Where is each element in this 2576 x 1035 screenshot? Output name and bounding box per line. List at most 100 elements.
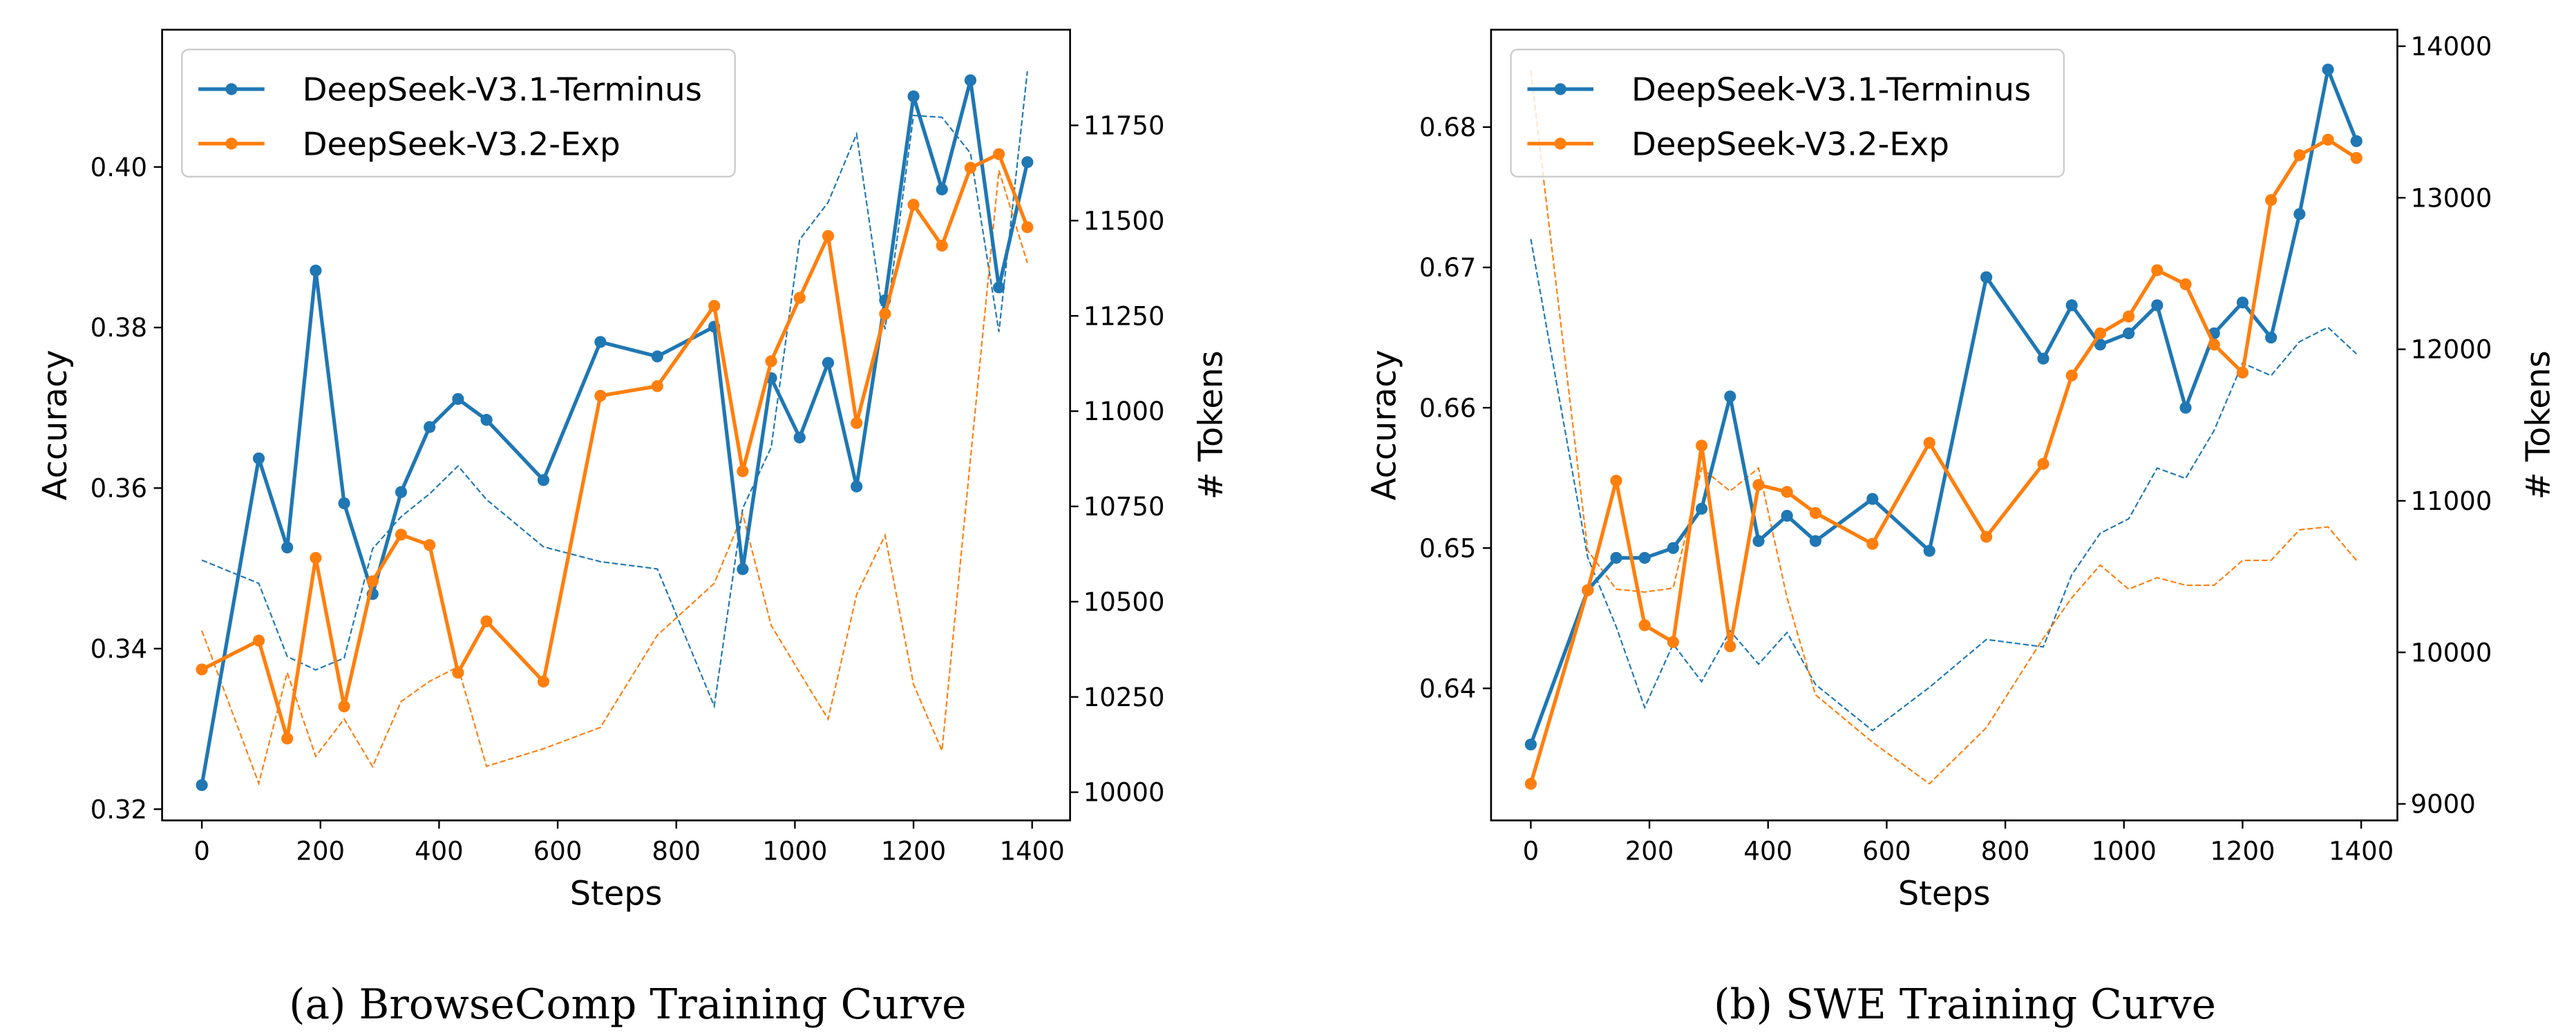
exp-accuracy-point [822,229,835,243]
exp-tokens-line [1530,70,2358,785]
exp-accuracy-point [366,575,379,587]
y2-tick-label: 11000 [2411,486,2492,516]
terminus-accuracy-point [1667,542,1679,554]
terminus-accuracy-point [907,90,920,103]
exp-accuracy-point [2293,149,2306,162]
y-tick-label: 0.36 [91,474,147,504]
y2-tick-label: 10250 [1083,683,1165,712]
x-axis-label: Steps [570,875,663,913]
exp-accuracy-point [480,615,493,627]
y-tick-label: 0.38 [91,313,147,343]
exp-accuracy-point [936,239,948,252]
chart-caption: (a) BrowseComp Training Curve [289,981,966,1029]
x-tick-label: 200 [1625,837,1674,866]
axes-frame [161,28,1071,822]
x-tick-label: 1200 [2210,837,2275,866]
legend-box [181,48,736,178]
exp-accuracy-line [200,152,1030,741]
exp-accuracy-point [1524,777,1537,790]
y-tick-label: 0.67 [1419,253,1476,283]
terminus-accuracy-point [822,357,835,369]
y2-tick-label: 9000 [2411,790,2476,819]
x-tick-label: 0 [193,837,210,866]
legend-box [1510,48,2065,178]
terminus-accuracy-point [594,336,607,348]
y2-tick-label: 11750 [1083,111,1165,141]
y2-axis-label: # Tokens [1192,350,1230,500]
axes-frame [1490,28,2398,822]
terminus-accuracy-point [1980,271,1993,283]
exp-accuracy-point [2208,339,2220,351]
exp-accuracy-point [1610,475,1622,487]
terminus-accuracy-point [424,421,436,433]
y2-tick-label: 10000 [2411,638,2492,667]
terminus-accuracy-point [1610,551,1622,564]
terminus-accuracy-point [651,350,663,363]
x-tick-label: 1400 [2329,837,2394,866]
exp-accuracy-point [196,663,208,676]
exp-accuracy-point [537,675,550,688]
legend-label: DeepSeek-V3.2-Exp [1631,126,1949,163]
terminus-accuracy-point [1809,535,1822,547]
terminus-accuracy-point [281,541,294,553]
exp-accuracy-point [1021,221,1034,234]
terminus-accuracy-point [338,497,350,510]
exp-accuracy-point [2265,193,2277,207]
y2-tick-label: 11500 [1083,206,1165,236]
exp-accuracy-point [452,667,464,679]
exp-accuracy-point [851,417,863,429]
y2-tick-label: 11250 [1083,301,1165,331]
x-tick-label: 800 [652,837,701,866]
terminus-accuracy-point [2236,296,2249,309]
terminus-accuracy-point [2350,135,2362,147]
exp-accuracy-point [1667,636,1679,648]
exp-accuracy-point [651,380,663,392]
legend: DeepSeek-V3.1-Terminus DeepSeek-V3.2-Exp [1510,48,2065,178]
exp-accuracy-line [1528,137,2358,785]
terminus-accuracy-point [1923,544,1935,557]
x-tick-label: 800 [1981,837,2030,866]
exp-accuracy-point [708,300,721,312]
exp-accuracy-point [594,390,607,402]
exp-accuracy-point [338,700,350,713]
terminus-accuracy-point [1724,390,1736,403]
terminus-accuracy-point [1781,509,1793,522]
terminus-accuracy-point [2322,64,2334,76]
exp-accuracy-point [1923,437,1935,449]
y2-tick-label: 10000 [1083,778,1165,808]
terminus-accuracy-point [480,414,493,426]
terminus-accuracy-point [395,486,408,498]
exp-accuracy-point [424,539,436,551]
y2-tick-label: 10750 [1083,492,1165,522]
exp-accuracy-point [2065,369,2078,382]
legend-marker [1554,137,1566,150]
exp-accuracy-point [2322,133,2334,146]
y2-tick-label: 13000 [2411,183,2492,213]
y-tick-label: 0.65 [1419,533,1476,563]
exp-accuracy-point [2123,310,2135,323]
legend-label: DeepSeek-V3.1-Terminus [303,71,702,108]
terminus-accuracy-point [196,779,208,791]
terminus-accuracy-point [851,480,863,493]
x-tick-label: 1400 [1000,837,1065,866]
exp-accuracy-point [879,307,891,320]
terminus-accuracy-point [252,452,265,465]
exp-accuracy-point [2151,264,2163,276]
chart-caption: (b) SWE Training Curve [1714,981,2216,1029]
exp-accuracy-point [1866,538,1879,550]
y-tick-label: 0.66 [1419,393,1476,423]
y-tick-label: 0.40 [91,153,147,182]
exp-accuracy-point [252,634,265,647]
exp-accuracy-point [2350,152,2362,164]
x-tick-label: 1200 [881,837,946,866]
terminus-accuracy-point [2094,339,2107,351]
y-tick-label: 0.64 [1419,674,1476,703]
exp-accuracy-point [1781,486,1793,498]
terminus-tokens-line [201,70,1028,709]
y2-axis-label: # Tokens [2519,350,2557,500]
exp-accuracy-point [1695,439,1708,452]
exp-accuracy-point [765,355,777,368]
terminus-accuracy-point [2151,299,2163,312]
exp-tokens-line [201,170,1028,786]
